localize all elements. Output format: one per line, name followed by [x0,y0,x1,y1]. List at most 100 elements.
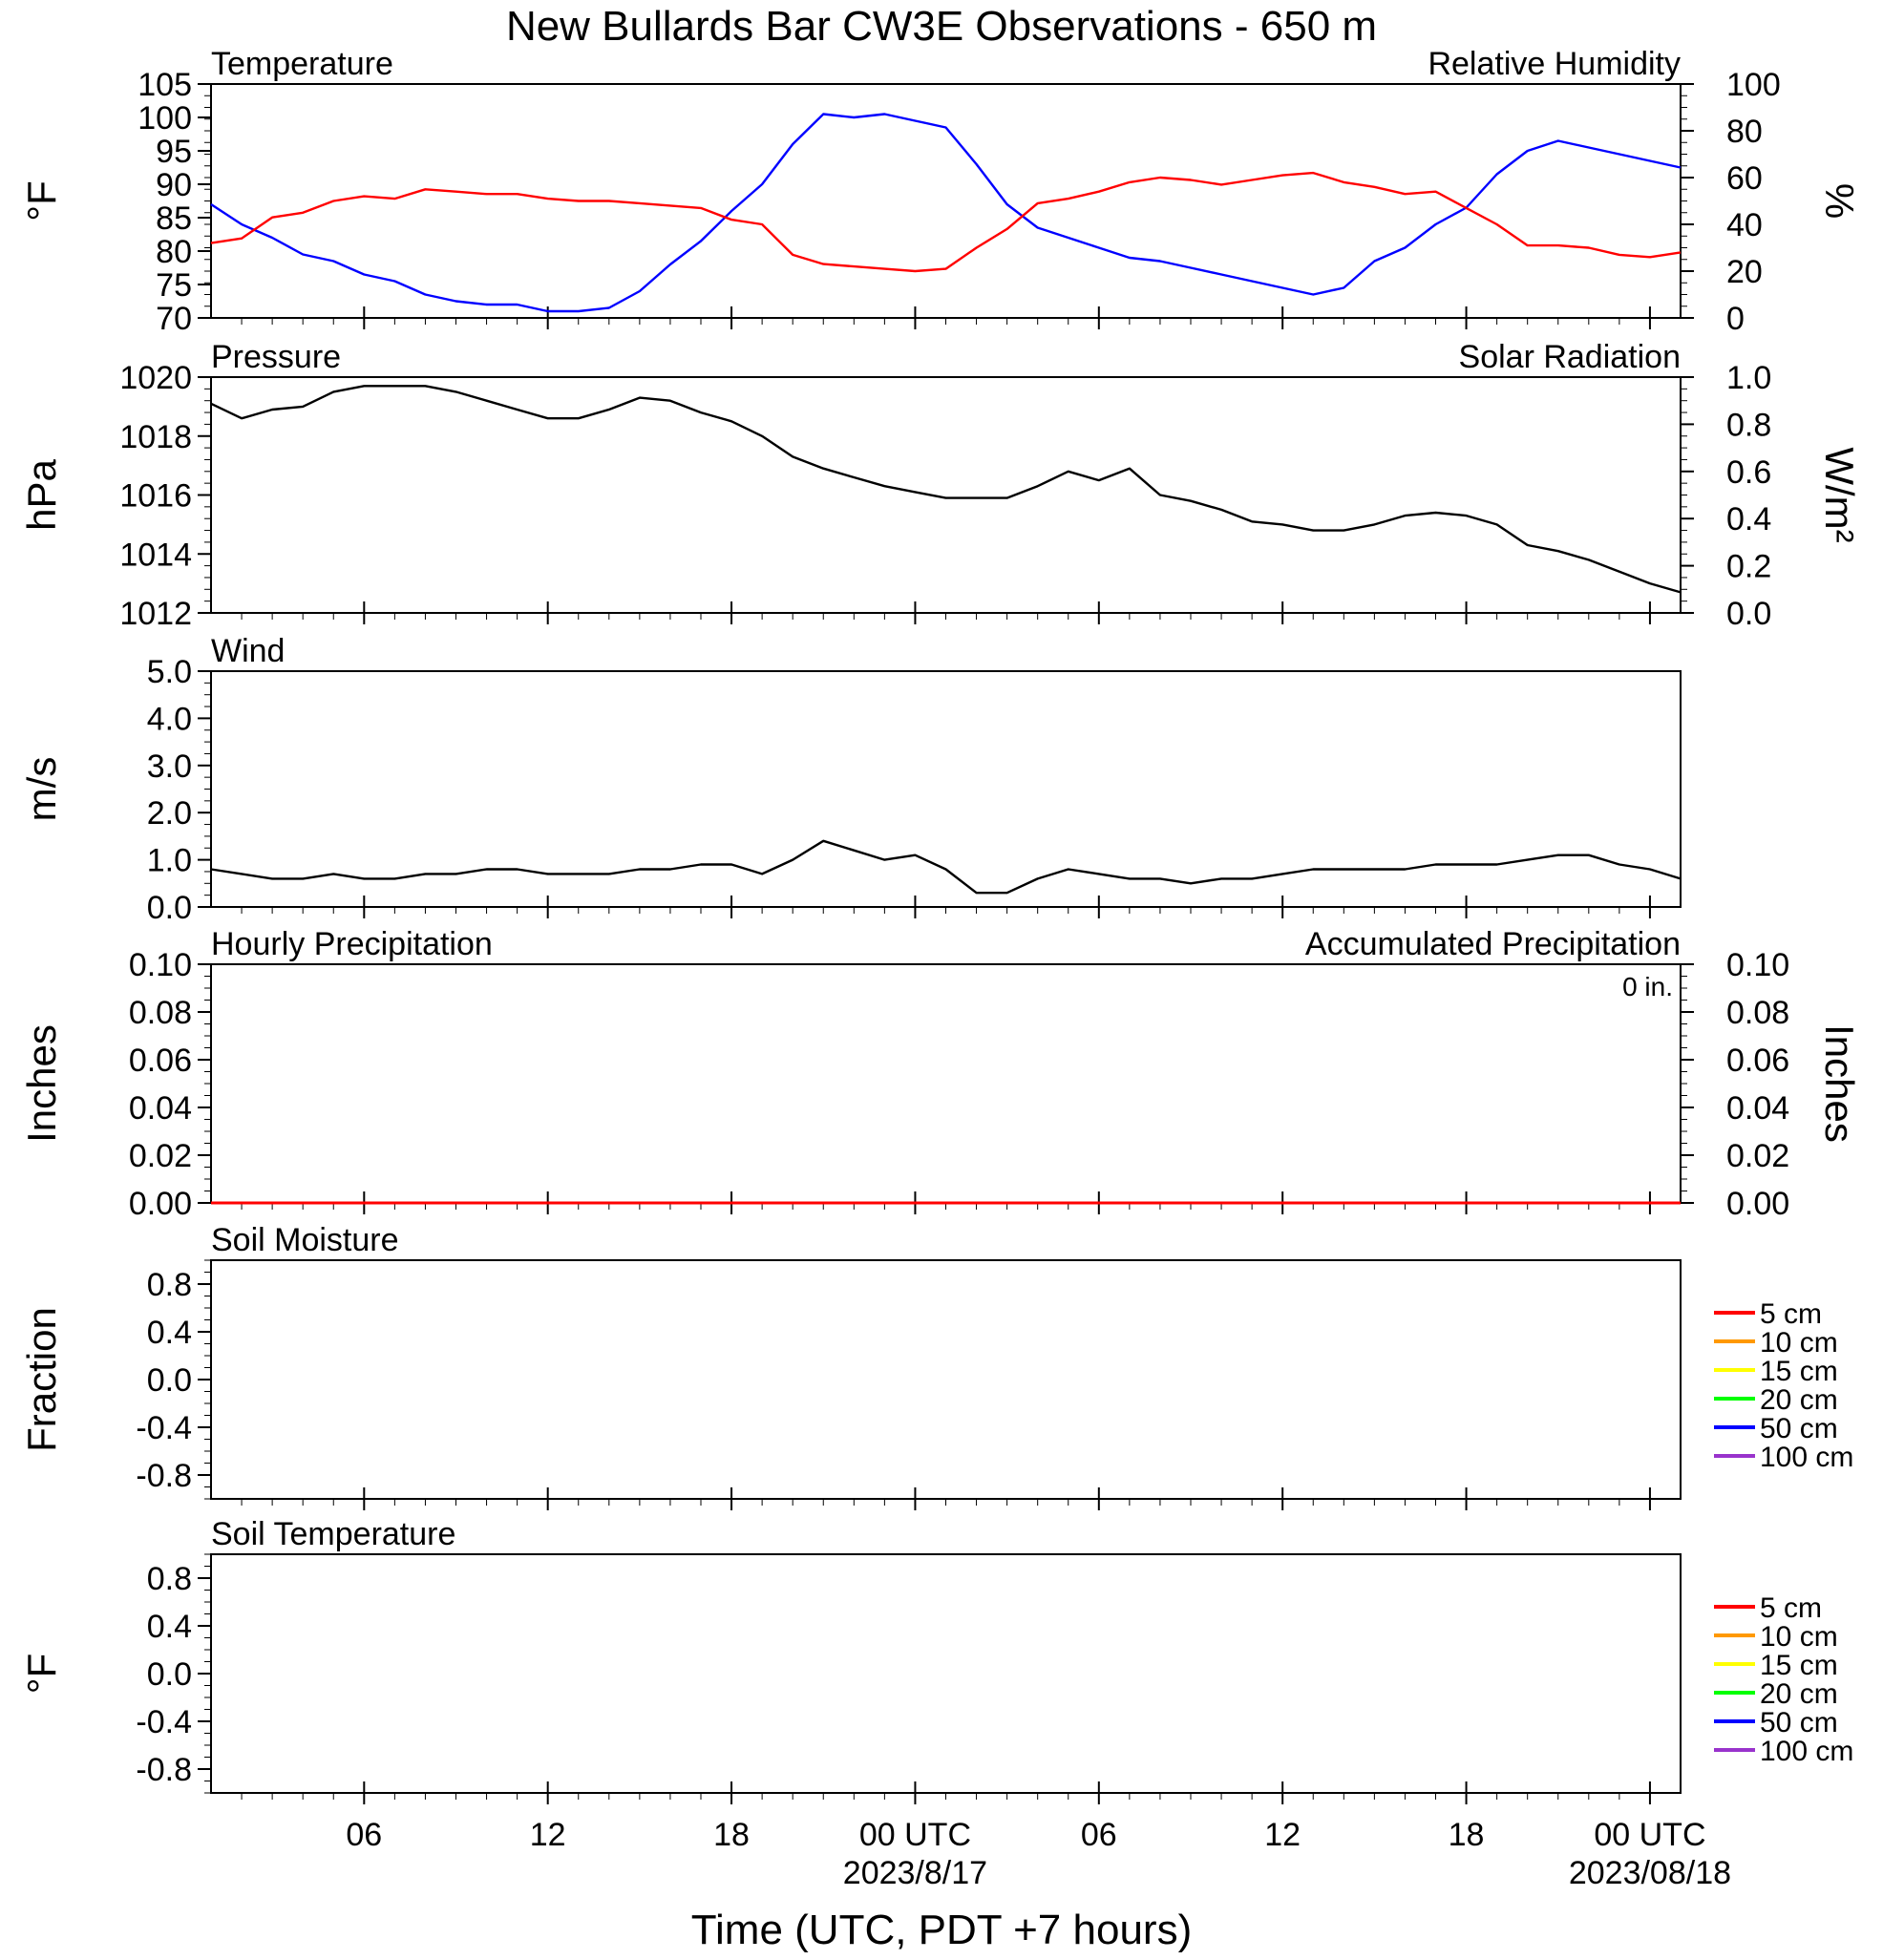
x-tick-label: 18 [1449,1817,1485,1853]
y-axis-label-right: % [1817,183,1862,219]
y-axis-label-left: °F [19,1654,64,1694]
y-axis-label-left: m/s [19,757,64,822]
series-line-0 [210,113,1682,313]
legend-label: 15 cm [1760,1650,1838,1681]
y-tick-label-right: 0.06 [1726,1043,1789,1079]
y-tick-label-left: 0.8 [147,1561,192,1597]
x-tick-label: 06 [1081,1817,1117,1853]
panel-title-left: Pressure [211,339,341,375]
y-tick-label-right: 80 [1726,114,1763,150]
x-tick-label: 12 [1264,1817,1301,1853]
legend-label: 20 cm [1760,1384,1838,1416]
panel-title-left: Hourly Precipitation [211,926,493,962]
y-tick-label-left: -0.4 [136,1410,192,1446]
panel-title-left: Wind [211,633,285,669]
y-tick-label-right: 60 [1726,160,1763,197]
y-tick-label-left: 1020 [119,360,192,396]
legend-label: 5 cm [1760,1592,1822,1624]
y-tick-label-left: 0.8 [147,1267,192,1303]
y-tick-label-left: 80 [156,234,192,270]
x-axis-label: Time (UTC, PDT +7 hours) [691,1907,1192,1953]
y-axis-label-left: hPa [19,458,64,530]
panel-frame [210,1553,1682,1794]
legend-label: 50 cm [1760,1707,1838,1739]
legend-label: 100 cm [1760,1736,1853,1767]
y-tick-label-left: 1014 [119,537,192,573]
y-tick-label-left: 0.4 [147,1315,192,1351]
y-tick-label-left: 0.0 [147,890,192,926]
series-line-1 [210,171,1682,273]
panel-frame [210,1259,1682,1500]
y-tick-label-right: 0.2 [1726,549,1771,585]
y-tick-label-left: 0.08 [129,995,192,1031]
legend-label: 20 cm [1760,1678,1838,1710]
y-tick-label-right: 0.8 [1726,407,1771,443]
y-tick-label-left: 100 [138,100,192,137]
y-tick-label-right: 0.02 [1726,1138,1789,1174]
y-tick-label-left: 75 [156,267,192,304]
y-tick-label-left: 1018 [119,419,192,455]
y-axis-label-right: Inches [1817,1024,1862,1143]
legend-label: 10 cm [1760,1327,1838,1359]
y-tick-label-right: 0.4 [1726,501,1771,537]
legend-label: 5 cm [1760,1298,1822,1330]
y-tick-label-left: 70 [156,301,192,337]
y-tick-label-right: 40 [1726,207,1763,243]
panel-frame [210,670,1682,908]
y-tick-label-left: 3.0 [147,748,192,785]
y-tick-label-left: 1016 [119,478,192,515]
y-axis-label-left: °F [19,180,64,221]
y-tick-label-left: 0.4 [147,1609,192,1645]
y-tick-label-left: 4.0 [147,701,192,737]
y-tick-label-right: 0.00 [1726,1186,1789,1222]
x-tick-label: 00 UTC [859,1817,971,1853]
y-tick-label-right: 100 [1726,67,1781,103]
y-tick-label-left: 0.0 [147,1362,192,1399]
y-tick-label-left: 90 [156,167,192,203]
panel-title-left: Soil Temperature [211,1516,455,1552]
panel-frame [210,963,1682,1204]
panel-title-right: Solar Radiation [1459,339,1681,375]
y-tick-label-right: 0 [1726,301,1745,337]
y-tick-label-right: 20 [1726,254,1763,290]
chart-title: New Bullards Bar CW3E Observations - 650… [506,3,1377,50]
y-tick-label-left: 85 [156,200,192,237]
y-axis-label-left: Fraction [19,1307,64,1452]
legend-label: 10 cm [1760,1621,1838,1653]
accumulated-total-label: 0 in. [1622,972,1673,1001]
y-tick-label-right: 0.6 [1726,454,1771,491]
panels: 707580859095100105020406080100Temperatur… [19,46,1862,1804]
panel-title-right: Relative Humidity [1428,46,1681,82]
y-tick-label-left: 0.02 [129,1138,192,1174]
x-date-label: 2023/08/18 [1569,1855,1731,1891]
legend-label: 15 cm [1760,1356,1838,1387]
y-tick-label-right: 0.10 [1726,947,1789,983]
y-tick-label-right: 1.0 [1726,360,1771,396]
y-tick-label-right: 0.08 [1726,995,1789,1031]
y-tick-label-left: 1.0 [147,843,192,879]
y-axis-label-left: Inches [19,1024,64,1143]
legend-label: 100 cm [1760,1442,1853,1473]
panel-title-left: Soil Moisture [211,1222,399,1258]
x-tick-label: 12 [530,1817,566,1853]
y-tick-label-left: 0.00 [129,1186,192,1222]
y-tick-label-left: 95 [156,134,192,170]
panel-frame [210,376,1682,614]
x-date-label: 2023/8/17 [843,1855,987,1891]
panel-title-left: Temperature [211,46,393,82]
panel-frame [210,83,1682,319]
y-tick-label-left: 5.0 [147,654,192,690]
legend-label: 50 cm [1760,1413,1838,1444]
x-tick-label: 00 UTC [1594,1817,1705,1853]
y-tick-label-left: 0.0 [147,1656,192,1693]
x-tick-label: 06 [346,1817,382,1853]
panel-title-right: Accumulated Precipitation [1305,926,1681,962]
y-tick-label-left: -0.8 [136,1752,192,1788]
series-line-0 [210,385,1682,594]
y-tick-label-left: 0.10 [129,947,192,983]
y-tick-label-left: 0.04 [129,1090,192,1127]
y-tick-label-left: 2.0 [147,795,192,832]
y-tick-label-left: -0.4 [136,1704,192,1740]
